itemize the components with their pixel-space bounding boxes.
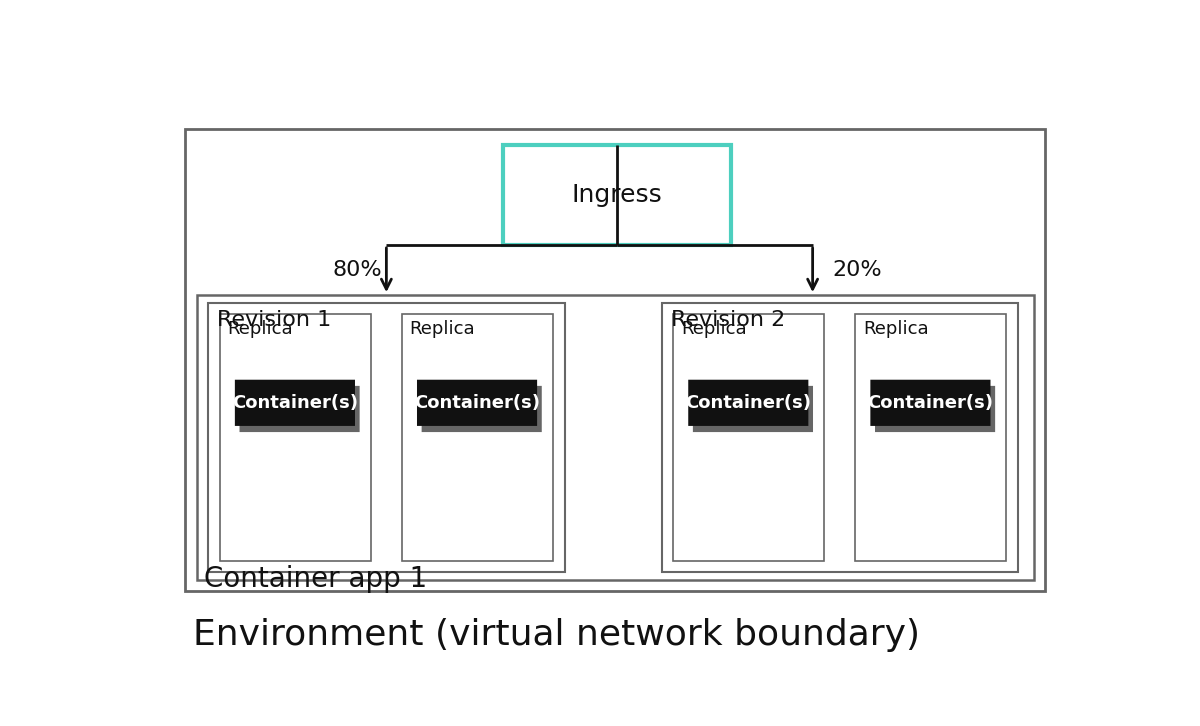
FancyBboxPatch shape [689, 380, 809, 426]
Text: Container(s): Container(s) [232, 393, 358, 412]
Text: 80%: 80% [332, 260, 382, 280]
Bar [185, 129, 1045, 592]
Text: Container(s): Container(s) [414, 393, 540, 412]
Bar [673, 314, 824, 560]
Text: Replica: Replica [228, 320, 293, 338]
Bar [402, 314, 553, 560]
Text: Container(s): Container(s) [685, 393, 811, 412]
Text: Ingress: Ingress [571, 183, 662, 207]
Bar [208, 303, 565, 572]
FancyBboxPatch shape [235, 380, 355, 426]
FancyBboxPatch shape [421, 386, 541, 432]
Text: Container app 1: Container app 1 [204, 565, 427, 592]
Bar [503, 145, 731, 245]
Text: Replica: Replica [680, 320, 746, 338]
Bar [661, 303, 1018, 572]
FancyBboxPatch shape [416, 380, 538, 426]
Text: Container(s): Container(s) [868, 393, 994, 412]
Text: 20%: 20% [832, 260, 882, 280]
Text: Environment (virtual network boundary): Environment (virtual network boundary) [193, 619, 919, 653]
Bar [197, 295, 1033, 580]
FancyBboxPatch shape [870, 380, 990, 426]
Text: Revision 2: Revision 2 [671, 311, 785, 330]
FancyBboxPatch shape [875, 386, 995, 432]
Text: Revision 1: Revision 1 [217, 311, 331, 330]
Text: Replica: Replica [863, 320, 929, 338]
FancyBboxPatch shape [692, 386, 814, 432]
Text: Replica: Replica [409, 320, 475, 338]
Bar [220, 314, 371, 560]
Bar [856, 314, 1007, 560]
FancyBboxPatch shape [240, 386, 360, 432]
